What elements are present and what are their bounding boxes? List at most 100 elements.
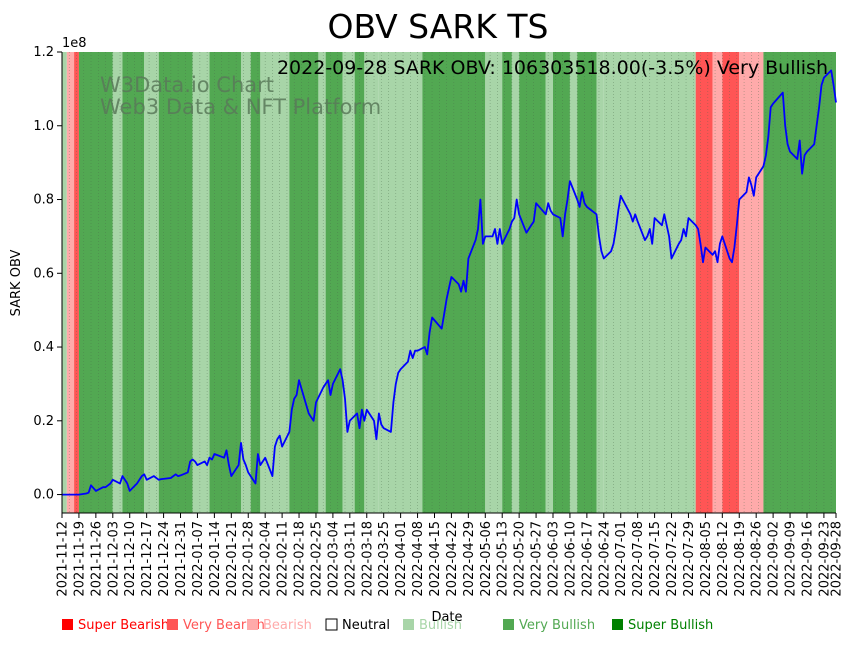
legend-swatch xyxy=(403,619,414,630)
signal-band xyxy=(511,52,520,513)
signal-band xyxy=(342,52,355,513)
legend-label: Super Bearish xyxy=(78,618,169,633)
x-tick-label: 2022-09-16 xyxy=(800,521,815,597)
x-tick-label: 2022-02-25 xyxy=(309,521,324,597)
x-tick-label: 2022-04-22 xyxy=(445,521,460,597)
signal-band xyxy=(763,52,836,513)
signal-band xyxy=(519,52,546,513)
x-tick-label: 2022-01-14 xyxy=(208,521,223,597)
signal-band xyxy=(250,52,261,513)
signal-band xyxy=(553,52,570,513)
legend-label: Neutral xyxy=(342,618,390,633)
x-tick-label: 2022-09-09 xyxy=(784,521,799,597)
x-tick-label: 2022-07-01 xyxy=(614,521,629,597)
x-tick-label: 2022-08-12 xyxy=(716,521,731,597)
signal-band xyxy=(354,52,365,513)
legend-label: Bullish xyxy=(419,618,462,633)
y-tick-label: 1.2 xyxy=(33,45,54,60)
x-tick-label: 2022-03-25 xyxy=(377,521,392,597)
x-tick-label: 2022-08-19 xyxy=(733,521,748,597)
y-multiplier: 1e8 xyxy=(62,36,87,51)
signal-band xyxy=(74,52,79,513)
signal-band xyxy=(318,52,326,513)
x-tick-label: 2022-03-18 xyxy=(360,521,375,597)
obv-line xyxy=(62,69,837,496)
y-tick-label: 1.0 xyxy=(33,119,54,134)
y-ticks: 0.0 0.2 0.4 0.6 0.8 1.0 1.2 xyxy=(33,45,62,503)
x-tick-label: 2022-06-10 xyxy=(563,521,578,597)
x-tick-label: 2022-07-15 xyxy=(648,521,663,597)
signal-band xyxy=(502,52,512,513)
x-tick-label: 2022-05-13 xyxy=(496,521,511,597)
signal-bands xyxy=(62,52,836,513)
signal-band xyxy=(209,52,241,513)
legend-swatch xyxy=(503,619,514,630)
signal-band xyxy=(712,52,723,513)
x-tick-label: 2022-07-08 xyxy=(631,521,646,597)
x-tick-label: 2022-03-04 xyxy=(326,521,341,597)
x-tick-label: 2022-06-17 xyxy=(580,521,595,597)
x-tick-label: 2022-02-11 xyxy=(276,521,291,597)
watermark-line-1: W3Data.io Chart xyxy=(100,73,274,97)
legend-swatch xyxy=(612,619,623,630)
axes xyxy=(61,52,836,514)
signal-band xyxy=(577,52,597,513)
x-tick-label: 2022-09-02 xyxy=(767,521,782,597)
signal-band xyxy=(144,52,159,513)
y-tick-label: 0.2 xyxy=(33,414,54,429)
x-tick-label: 2022-07-29 xyxy=(682,521,697,597)
x-tick-label: 2022-05-27 xyxy=(530,521,545,597)
signal-band xyxy=(485,52,503,513)
legend-swatch xyxy=(62,619,73,630)
legend-label: Very Bearish xyxy=(183,618,265,633)
signal-band xyxy=(289,52,319,513)
signal-band xyxy=(112,52,123,513)
x-tick-label: 2022-06-03 xyxy=(547,521,562,597)
legend-label: Super Bullish xyxy=(628,618,713,633)
signal-band xyxy=(695,52,713,513)
y-axis-label: SARK OBV xyxy=(9,250,24,317)
legend-swatch xyxy=(325,618,338,631)
y-tick-label: 0.4 xyxy=(33,340,54,355)
y-tick-label: 0.6 xyxy=(33,266,54,281)
x-tick-label: 2022-01-07 xyxy=(191,521,206,597)
signal-band xyxy=(78,52,113,513)
legend-label: Bearish xyxy=(263,618,312,633)
x-tick-label: 2021-11-26 xyxy=(89,521,104,597)
x-tick-label: 2022-07-22 xyxy=(665,521,680,597)
x-tick-label: 2021-11-12 xyxy=(56,521,71,597)
signal-band xyxy=(596,52,604,513)
x-axis-label: Date xyxy=(431,610,462,625)
signal-band xyxy=(325,52,343,513)
x-tick-label: 2022-04-29 xyxy=(462,521,477,597)
signal-band xyxy=(62,52,67,513)
x-ticks: 2021-11-12 2021-11-19 2021-11-26 2021-12-03… xyxy=(56,513,845,597)
x-tick-label: 2021-12-03 xyxy=(106,521,121,597)
signal-band xyxy=(364,52,379,513)
x-tick-label: 2022-06-24 xyxy=(597,521,612,597)
signal-band xyxy=(192,52,210,513)
x-tick-label: 2022-09-28 xyxy=(830,521,845,597)
legend-swatch xyxy=(167,619,178,630)
x-tick-label: 2021-12-10 xyxy=(123,521,138,597)
x-tick-label: 2022-04-15 xyxy=(428,521,443,597)
vertical-gridlines xyxy=(61,52,832,513)
x-tick-label: 2022-09-23 xyxy=(817,521,832,597)
x-tick-label: 2022-08-26 xyxy=(750,521,765,597)
signal-band xyxy=(569,52,578,513)
y-tick-label: 0.8 xyxy=(33,193,54,208)
x-tick-label: 2022-01-28 xyxy=(242,521,257,597)
obv-series xyxy=(62,69,837,496)
y-tick-label: 0.0 xyxy=(33,488,54,503)
x-tick-label: 2021-12-31 xyxy=(174,521,189,597)
x-tick-label: 2022-08-05 xyxy=(699,521,714,597)
signal-band xyxy=(722,52,740,513)
x-tick-label: 2022-03-11 xyxy=(343,521,358,597)
signal-band xyxy=(158,52,193,513)
latest-value-annotation: 2022-09-28 SARK OBV: 106303518.00(-3.5%)… xyxy=(277,57,828,79)
legend-label: Very Bullish xyxy=(519,618,595,633)
signal-band xyxy=(66,52,75,513)
chart-title: OBV SARK TS xyxy=(328,7,549,46)
signal-band xyxy=(378,52,423,513)
